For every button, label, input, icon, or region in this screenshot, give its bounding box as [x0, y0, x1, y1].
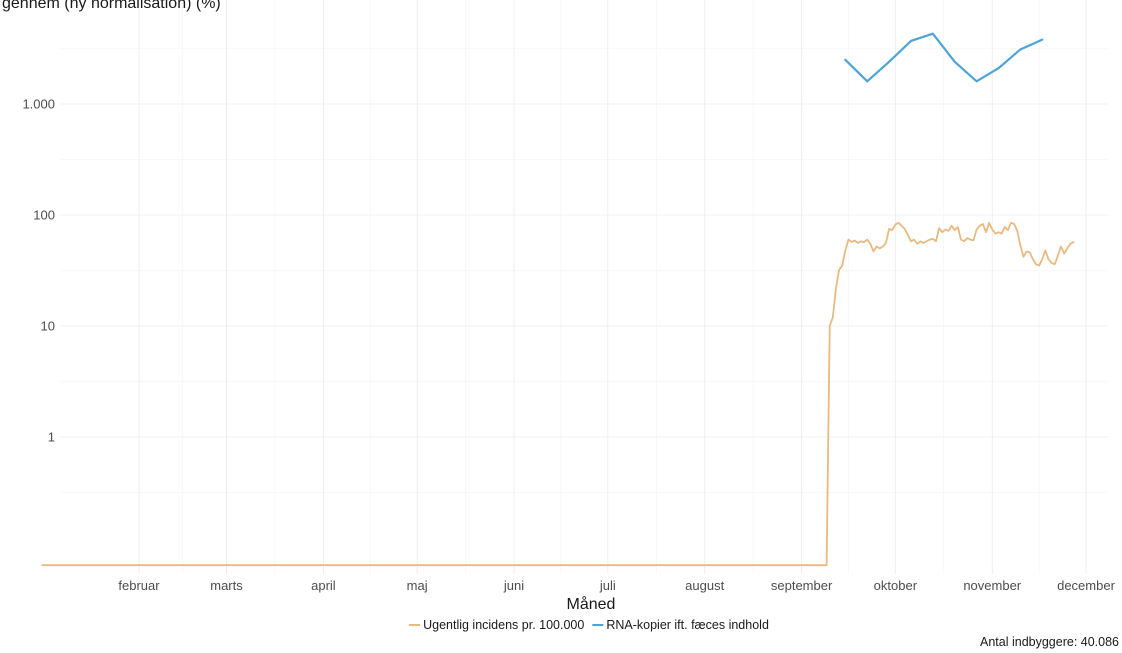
x-tick-label: april [311, 578, 336, 593]
x-tick-label: maj [407, 578, 428, 593]
x-tick-label: oktober [874, 578, 918, 593]
series-line-1 [41, 221, 1075, 567]
y-tick-label: 1 [48, 430, 55, 445]
x-tick-label: juni [503, 578, 524, 593]
y-tick-label: 1.000 [22, 97, 55, 112]
x-tick-label: september [771, 578, 833, 593]
x-tick-label: august [685, 578, 724, 593]
caption: Antal indbyggere: 40.086 [980, 635, 1119, 649]
x-tick-label: december [1057, 578, 1115, 593]
y-tick-label: 100 [33, 208, 55, 223]
x-tick-label: juli [599, 578, 616, 593]
legend: Ugentlig incidens pr. 100.000 RNA-kopier … [409, 618, 769, 632]
x-axis-title: Måned [567, 595, 616, 613]
legend-label-2: RNA-kopier ift. fæces indhold [606, 618, 769, 632]
grid [60, 0, 1108, 574]
y-tick-label: 10 [41, 319, 55, 334]
legend-label-1: Ugentlig incidens pr. 100.000 [423, 618, 584, 632]
y-tick-labels: 1 10 100 1.000 [22, 97, 55, 445]
x-tick-label: november [963, 578, 1021, 593]
x-tick-labels: februar marts april maj juni juli august septem… [118, 578, 1115, 593]
series-layer [41, 32, 1075, 567]
chart-title: gennem (ny normalisation) (%) [2, 0, 221, 12]
x-tick-label: marts [210, 578, 243, 593]
x-tick-label: februar [118, 578, 160, 593]
series-line-2 [844, 32, 1044, 83]
